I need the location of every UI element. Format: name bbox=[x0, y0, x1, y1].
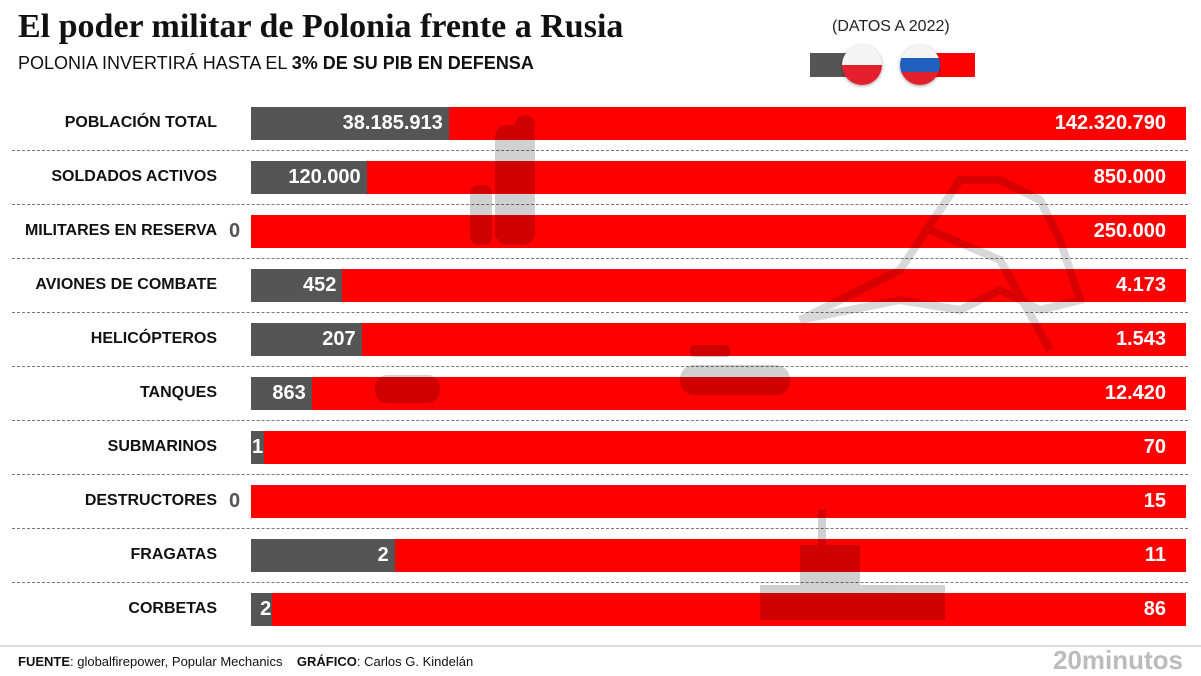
poland-value: 2 bbox=[260, 598, 272, 620]
poland-bar: 1 bbox=[251, 431, 265, 464]
row-separator bbox=[12, 150, 1188, 151]
poland-value: 863 bbox=[272, 382, 306, 404]
subtitle-text: POLONIA INVERTIRÁ HASTA EL bbox=[18, 53, 292, 73]
russia-bar: 120.000 850.000 bbox=[251, 161, 1186, 194]
poland-bar: 38.185.913 bbox=[251, 107, 449, 140]
poland-value: 0 bbox=[229, 490, 241, 512]
russia-value: 142.320.790 bbox=[1054, 112, 1166, 134]
subtitle-bold: 3% DE SU PIB EN DEFENSA bbox=[291, 53, 534, 73]
row-separator bbox=[12, 528, 1188, 529]
russia-value: 4.173 bbox=[1115, 274, 1166, 296]
poland-value: 0 bbox=[229, 220, 241, 242]
category-label: TANQUES bbox=[139, 384, 217, 401]
legend-russia-swatch bbox=[935, 53, 975, 77]
bar-row: POBLACIÓN TOTAL 38.185.913 142.320.790 bbox=[0, 107, 1201, 140]
footer-credits: FUENTE: globalfirepower, Popular Mechani… bbox=[18, 654, 473, 669]
row-separator bbox=[12, 258, 1188, 259]
russia-bar: 2 11 bbox=[251, 539, 1186, 572]
category-label: DESTRUCTORES bbox=[84, 492, 217, 509]
russia-value: 86 bbox=[1143, 598, 1166, 620]
bar-row: SOLDADOS ACTIVOS 120.000 850.000 bbox=[0, 161, 1201, 194]
source-label: FUENTE bbox=[18, 654, 70, 669]
russia-bar: 863 12.420 bbox=[251, 377, 1186, 410]
source-text: : globalfirepower, Popular Mechanics bbox=[70, 654, 283, 669]
russia-bar: 207 1.543 bbox=[251, 323, 1186, 356]
bar-row: AVIONES DE COMBATE 452 4.173 bbox=[0, 269, 1201, 302]
row-separator bbox=[12, 582, 1188, 583]
poland-value: 452 bbox=[302, 274, 337, 296]
russia-value: 850.000 bbox=[1093, 166, 1166, 188]
russia-bar: 452 4.173 bbox=[251, 269, 1186, 302]
category-label: MILITARES EN RESERVA bbox=[24, 222, 217, 239]
russia-value: 15 bbox=[1143, 490, 1166, 512]
poland-value: 1 bbox=[252, 436, 264, 458]
page-title: El poder militar de Polonia frente a Rus… bbox=[18, 8, 624, 45]
graphic-label: GRÁFICO bbox=[296, 654, 357, 669]
russia-bar: 38.185.913 142.320.790 bbox=[251, 107, 1186, 140]
bar-row: HELICÓPTEROS 207 1.543 bbox=[0, 323, 1201, 356]
poland-value: 38.185.913 bbox=[342, 112, 443, 134]
row-separator bbox=[12, 420, 1188, 421]
russia-bar: 2 86 bbox=[251, 593, 1186, 626]
category-label: SOLDADOS ACTIVOS bbox=[51, 168, 217, 185]
category-label: AVIONES DE COMBATE bbox=[35, 276, 217, 293]
poland-bar: 207 bbox=[251, 323, 362, 356]
russia-bar: 250.000 bbox=[251, 215, 1186, 248]
russia-value: 12.420 bbox=[1104, 382, 1166, 404]
bar-row: FRAGATAS 2 11 bbox=[0, 539, 1201, 572]
category-label: SUBMARINOS bbox=[107, 438, 217, 455]
bar-row: CORBETAS 2 86 bbox=[0, 593, 1201, 626]
category-label: CORBETAS bbox=[128, 600, 217, 617]
russia-value: 70 bbox=[1143, 436, 1166, 458]
poland-bar: 120.000 bbox=[251, 161, 367, 194]
bar-row: DESTRUCTORES 15 0 bbox=[0, 485, 1201, 518]
russia-value: 250.000 bbox=[1093, 220, 1166, 242]
poland-value: 207 bbox=[322, 328, 356, 350]
row-separator bbox=[12, 474, 1188, 475]
poland-value: 2 bbox=[377, 544, 389, 566]
russia-bar: 1 70 bbox=[251, 431, 1186, 464]
bar-row: TANQUES 863 12.420 bbox=[0, 377, 1201, 410]
subtitle: POLONIA INVERTIRÁ HASTA EL 3% DE SU PIB … bbox=[18, 53, 534, 74]
poland-flag-icon bbox=[842, 45, 882, 85]
20minutos-logo: 20minutos bbox=[1052, 645, 1183, 675]
russia-value: 1.543 bbox=[1115, 328, 1166, 350]
category-label: POBLACIÓN TOTAL bbox=[64, 114, 217, 131]
row-separator bbox=[12, 312, 1188, 313]
poland-bar: 2 bbox=[251, 593, 273, 626]
russia-value: 11 bbox=[1144, 544, 1166, 566]
bar-row: SUBMARINOS 1 70 bbox=[0, 431, 1201, 464]
footer-divider bbox=[0, 645, 1201, 647]
date-note: (DATOS A 2022) bbox=[832, 18, 950, 35]
poland-value: 120.000 bbox=[288, 166, 361, 188]
bar-row: MILITARES EN RESERVA 250.000 0 bbox=[0, 215, 1201, 248]
graphic-text: : Carlos G. Kindelán bbox=[356, 654, 474, 669]
row-separator bbox=[12, 366, 1188, 367]
poland-bar: 2 bbox=[251, 539, 395, 572]
russia-bar: 15 bbox=[251, 485, 1186, 518]
poland-bar: 863 bbox=[251, 377, 312, 410]
category-label: FRAGATAS bbox=[130, 546, 217, 563]
poland-bar: 452 bbox=[251, 269, 343, 302]
row-separator bbox=[12, 204, 1188, 205]
category-label: HELICÓPTEROS bbox=[90, 330, 217, 347]
russia-flag-icon bbox=[900, 45, 940, 85]
